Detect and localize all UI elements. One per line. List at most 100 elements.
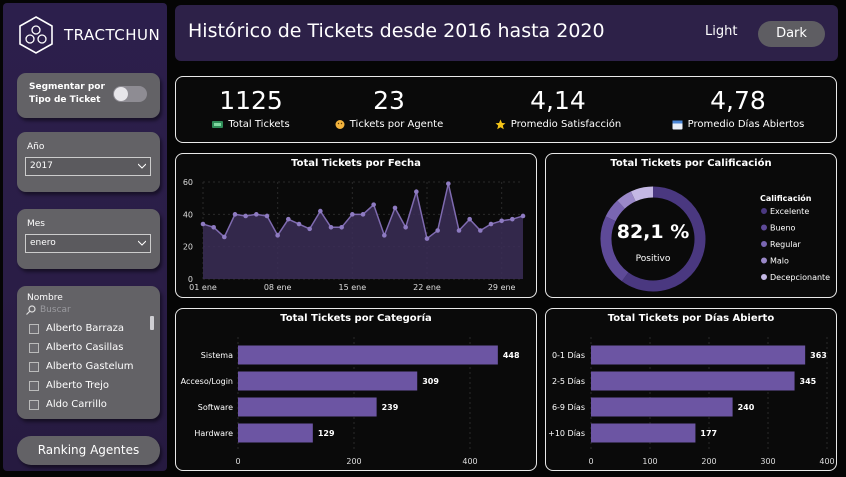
- tickets-by-rating-panel: Total Tickets por Calificación 82,1 % Pos…: [545, 153, 837, 298]
- data-point: [286, 216, 291, 222]
- x-tick-label: 300: [760, 457, 775, 466]
- checkbox[interactable]: [29, 399, 39, 410]
- brand-name: TRACTCHUN: [64, 26, 161, 44]
- list-item[interactable]: Alberto Barraza: [29, 319, 157, 338]
- tickets-by-days-open-panel: Total Tickets por Días Abierto 0 100 200 30…: [545, 308, 837, 471]
- page-title: Histórico de Tickets desde 2016 hasta 20…: [188, 20, 605, 42]
- name-label: Alberto Gastelum: [46, 361, 134, 372]
- data-label: 448: [503, 351, 520, 360]
- data-point: [360, 212, 366, 217]
- data-point: [435, 228, 440, 233]
- bar: [238, 397, 377, 417]
- checkbox[interactable]: [29, 361, 39, 372]
- dark-mode-button[interactable]: Dark: [758, 21, 825, 47]
- search-placeholder: Buscar: [40, 305, 71, 315]
- bar: [591, 345, 806, 365]
- month-select[interactable]: enero: [25, 234, 151, 253]
- segment-toggle-card: Segmentar por Tipo de Ticket: [17, 73, 160, 118]
- donut-slice: [605, 200, 625, 222]
- kpi-value: 4,78: [710, 86, 766, 115]
- kpi-label: Promedio Días Abiertos: [687, 119, 805, 130]
- kpi-total-tickets: 1125 Total Tickets: [196, 85, 306, 130]
- donut-center-value: 82,1 %: [617, 221, 690, 243]
- chart-title: Total Tickets por Categoría: [280, 313, 432, 324]
- year-label: Año: [27, 142, 45, 152]
- data-point: [339, 224, 344, 230]
- tickets-by-category-panel: Total Tickets por Categoría 0 200 400 Siste…: [175, 308, 537, 471]
- tickets-by-date-chart: 0 20 40 60 01 ene 08 ene 15 ene 22 ene 29 ene: [183, 178, 526, 292]
- data-point: [200, 221, 206, 227]
- checkbox[interactable]: [29, 342, 39, 353]
- year-select[interactable]: 2017: [25, 157, 151, 176]
- x-tick-label: 0: [588, 457, 593, 466]
- star-icon: [495, 119, 506, 130]
- kpi-label: Promedio Satisfacción: [510, 119, 622, 130]
- data-point: [488, 221, 494, 227]
- data-point: [414, 189, 419, 194]
- data-point: [371, 202, 376, 207]
- kpi-value: 1125: [219, 86, 283, 115]
- legend-label: Regular: [770, 240, 801, 249]
- month-filter-card: Mes enero: [17, 209, 160, 269]
- bar: [238, 423, 313, 443]
- legend-label: Excelente: [770, 207, 809, 216]
- list-item[interactable]: Aldo Carrillo: [29, 395, 157, 414]
- data-label: 309: [422, 377, 439, 386]
- ranking-agents-button[interactable]: Ranking Agentes: [17, 436, 160, 465]
- name-label: Aldo Carrillo: [46, 399, 107, 410]
- x-tick-label: 29 ene: [488, 283, 516, 292]
- data-point: [510, 216, 515, 222]
- year-filter-card: Año 2017: [17, 132, 160, 192]
- data-point: [456, 228, 462, 233]
- x-tick-label: 0: [235, 457, 240, 466]
- data-point: [328, 224, 334, 230]
- area-fill: [203, 183, 523, 279]
- data-label: 177: [700, 429, 717, 438]
- kpi-label: Tickets por Agente: [349, 119, 444, 130]
- kpi-value: 23: [373, 86, 405, 115]
- search-icon: [26, 305, 36, 315]
- category-label: +10 Días: [548, 429, 585, 438]
- kpi-panel: 1125 Total Tickets 23 Tickets por Agente…: [175, 76, 837, 143]
- x-tick-label: 08 ene: [264, 283, 292, 292]
- name-search[interactable]: Buscar: [26, 305, 71, 315]
- list-item[interactable]: Alberto Gastelum: [29, 357, 157, 376]
- name-label: Alberto Trejo: [46, 380, 110, 391]
- x-tick-label: 15 ene: [339, 283, 367, 292]
- checkbox[interactable]: [29, 323, 39, 334]
- x-tick-label: 200: [701, 457, 716, 466]
- bar: [591, 371, 795, 391]
- chevron-down-icon: [138, 240, 146, 246]
- legend-title: Calificación: [760, 193, 812, 203]
- calendar-icon: [672, 120, 683, 130]
- x-tick-label: 400: [462, 457, 477, 466]
- sidebar: TRACTCHUN Segmentar por Tipo de Ticket A…: [3, 3, 167, 471]
- data-label: 363: [810, 351, 827, 360]
- x-tick-label: 100: [642, 457, 657, 466]
- legend-marker: [761, 241, 767, 247]
- data-label: 240: [738, 403, 755, 412]
- name-label: Nombre: [27, 293, 63, 303]
- kpi-label: Total Tickets: [228, 119, 290, 130]
- tickets-by-category-chart: 0 200 400 Sistema 448 Acceso/Login 309 Software…: [181, 337, 520, 466]
- name-list: Alberto Barraza Alberto Casillas Alberto…: [29, 319, 157, 414]
- category-label: Hardware: [194, 429, 233, 438]
- checkbox[interactable]: [29, 380, 39, 391]
- category-label: 6-9 Días: [552, 403, 585, 412]
- list-item[interactable]: Alberto Casillas: [29, 338, 157, 357]
- hexagon-logo-icon: [19, 16, 53, 54]
- light-mode-button[interactable]: Light: [705, 24, 738, 39]
- legend-label: Decepcionante: [770, 273, 830, 282]
- data-point: [243, 213, 248, 219]
- x-tick-label: 200: [346, 457, 361, 466]
- month-label: Mes: [27, 219, 45, 229]
- bar: [591, 397, 733, 417]
- chart-title: Total Tickets por Calificación: [610, 158, 772, 169]
- data-point: [232, 212, 238, 217]
- segment-toggle[interactable]: [113, 86, 147, 102]
- bar: [238, 371, 418, 391]
- list-item[interactable]: Alberto Trejo: [29, 376, 157, 395]
- data-point: [254, 212, 259, 217]
- data-point: [211, 224, 216, 230]
- scrollbar[interactable]: [150, 316, 154, 330]
